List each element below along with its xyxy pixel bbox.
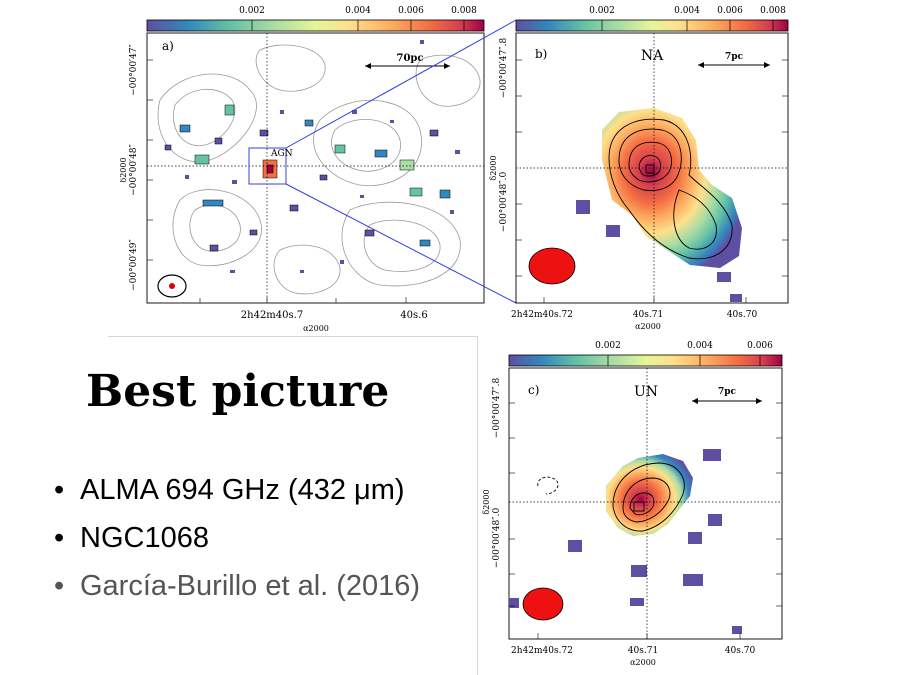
plot-frame — [146, 32, 485, 304]
y-axis-label: δ2000 — [482, 489, 491, 514]
bullet-text: ALMA 694 GHz (432 μm) — [80, 474, 405, 506]
colorbar-tick: 0.004 — [345, 6, 371, 16]
emission-clumps — [164, 104, 451, 252]
bullet-icon: • — [54, 474, 65, 506]
colorbar — [508, 354, 783, 367]
y-tick: −00°00′48″.0 — [492, 508, 502, 569]
bullet-list: • ALMA 694 GHz (432 μm) • NGC1068 • García-… — [54, 468, 420, 612]
panel-a-figure: 0.002 0.004 0.006 0.008 — [120, 6, 485, 333]
x-tick: 40s.6 — [400, 310, 427, 321]
x-axis-label: α2000 — [303, 324, 329, 333]
bullet-text: García-Burillo et al. (2016) — [80, 570, 421, 602]
y-axis-label: δ2000 — [120, 157, 128, 182]
agn-label: AGN — [270, 149, 293, 159]
colorbar-tick: 0.008 — [760, 6, 786, 16]
scale-label: 7pc — [725, 52, 744, 62]
colorbar-tick: 0.008 — [451, 6, 477, 16]
x-tick: 40s.71 — [633, 310, 663, 320]
x-axis-label: α2000 — [635, 322, 661, 331]
panel-label: a) — [162, 39, 174, 53]
colorbar-tick: 0.004 — [687, 341, 713, 351]
beam — [528, 247, 576, 285]
beam — [157, 274, 187, 298]
x-tick: 2h42m40s.72 — [511, 310, 573, 320]
na-emission — [602, 108, 742, 268]
scale-label: 70pc — [397, 53, 424, 64]
bullet-item: • García-Burillo et al. (2016) — [54, 564, 420, 612]
zoom-box — [248, 147, 287, 185]
panel-label: b) — [535, 47, 547, 61]
x-tick: 40s.71 — [628, 646, 658, 656]
x-tick: 40s.70 — [725, 646, 756, 656]
scale-label: 7pc — [718, 387, 737, 397]
colorbar-tick: 0.006 — [398, 6, 424, 16]
bullet-item: • NGC1068 — [54, 516, 420, 564]
panel-b-figure: 0.002 0.004 0.006 0.008 b) NA 7pc −00°00… — [489, 6, 789, 331]
bullet-text: NGC1068 — [80, 522, 209, 554]
slide-title: Best picture — [86, 366, 390, 417]
colorbar-tick: 0.002 — [239, 6, 265, 16]
x-tick: 2h42m40s.72 — [511, 646, 573, 656]
bullet-icon: • — [54, 570, 65, 602]
y-tick: −00°00′48″ — [129, 143, 139, 195]
bullet-item: • ALMA 694 GHz (432 μm) — [54, 468, 420, 516]
colorbar-tick: 0.006 — [717, 6, 743, 16]
y-tick: −00°00′47″.8 — [499, 38, 509, 99]
zoom-connectors — [285, 19, 517, 304]
y-tick: −00°00′48″.0 — [499, 172, 509, 233]
co-contours — [157, 44, 481, 295]
x-tick: 2h42m40s.7 — [241, 310, 303, 321]
y-axis-label: δ2000 — [489, 155, 498, 180]
x-axis-label: α2000 — [630, 658, 656, 667]
colorbar-tick: 0.002 — [595, 341, 621, 351]
colorbar-tick: 0.002 — [589, 6, 615, 16]
x-tick: 40s.70 — [727, 310, 758, 320]
divider — [477, 336, 478, 675]
colorbar-tick: 0.004 — [674, 6, 700, 16]
divider — [108, 336, 478, 337]
colorbar-tick: 0.006 — [747, 341, 773, 351]
colorbar — [146, 19, 485, 32]
panel-label: c) — [528, 383, 539, 397]
y-tick: −00°00′47″.8 — [492, 378, 502, 439]
bullet-icon: • — [54, 522, 65, 554]
region-label: NA — [641, 48, 664, 64]
beam — [522, 587, 564, 621]
y-tick: −00°00′47″ — [129, 43, 139, 95]
region-label: UN — [634, 384, 658, 400]
panel-c-figure: 0.002 0.004 0.006 c) UN 7pc −00°00′47″.8… — [482, 341, 783, 667]
y-tick: −00°00′49″ — [129, 238, 139, 290]
colorbar — [515, 19, 789, 32]
